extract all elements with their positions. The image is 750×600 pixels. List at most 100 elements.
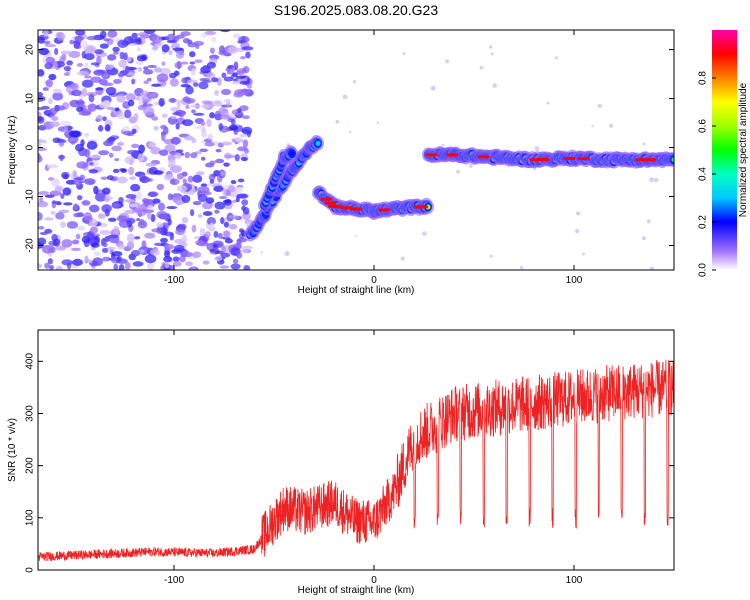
heatmap-noise-blob bbox=[192, 251, 202, 259]
heatmap-noise-blob bbox=[49, 121, 60, 128]
heatmap-noise-blob bbox=[151, 35, 162, 45]
heatmap-noise-blob bbox=[223, 221, 230, 228]
heatmap-noise-blob bbox=[161, 44, 170, 53]
heatmap-noise-blob bbox=[129, 176, 137, 181]
heatmap-speckle bbox=[376, 121, 380, 124]
heatmap-noise-blob bbox=[73, 40, 81, 49]
heatmap-noise-blob bbox=[174, 62, 183, 69]
heatmap-y-tick-label: -20 bbox=[25, 238, 36, 253]
heatmap-noise-blob bbox=[150, 146, 161, 155]
heatmap-noise-blob bbox=[103, 242, 108, 248]
heatmap-noise-blob bbox=[50, 178, 61, 187]
heatmap-noise-blob bbox=[99, 229, 111, 235]
heatmap-noise-blob bbox=[176, 99, 181, 108]
heatmap-hotspot bbox=[350, 207, 363, 211]
heatmap-noise-blob bbox=[144, 232, 156, 239]
heatmap-noise-blob bbox=[50, 210, 56, 216]
heatmap-noise-blob bbox=[126, 233, 135, 243]
heatmap-noise-blob bbox=[60, 120, 72, 126]
heatmap-noise-blob bbox=[185, 98, 196, 104]
heatmap-speckle bbox=[342, 94, 348, 100]
heatmap-noise-blob bbox=[189, 61, 196, 65]
heatmap-noise-blob bbox=[39, 231, 48, 236]
heatmap-noise-blob bbox=[89, 218, 99, 227]
heatmap-noise-blob bbox=[229, 223, 238, 230]
heatmap-noise-blob bbox=[147, 263, 154, 270]
heatmap-noise-blob bbox=[141, 198, 149, 204]
heatmap-noise-blob bbox=[201, 156, 206, 161]
heatmap-speckle bbox=[479, 65, 484, 70]
heatmap-noise-blob bbox=[76, 194, 83, 201]
heatmap-noise-blob bbox=[148, 92, 157, 99]
heatmap-noise-blob bbox=[136, 217, 141, 222]
heatmap-noise-blob bbox=[102, 116, 107, 122]
heatmap-hotspot bbox=[577, 157, 590, 161]
heatmap-noise-blob bbox=[116, 114, 127, 119]
heatmap-noise-blob bbox=[38, 147, 48, 151]
colorbar-tick-label: 0.2 bbox=[698, 215, 709, 229]
snr-x-label: Height of straight line (km) bbox=[298, 585, 415, 596]
heatmap-noise-blob bbox=[242, 139, 249, 148]
heatmap-noise-blob bbox=[117, 39, 129, 49]
heatmap-noise-blob bbox=[112, 168, 120, 174]
heatmap-noise-blob bbox=[148, 141, 157, 148]
heatmap-noise-blob bbox=[125, 217, 136, 225]
heatmap-noise-blob bbox=[113, 263, 119, 270]
heatmap-noise-blob bbox=[48, 108, 58, 116]
heatmap-noise-blob bbox=[211, 36, 217, 43]
heatmap-noise-blob bbox=[133, 37, 142, 42]
heatmap-noise-blob bbox=[44, 262, 50, 269]
heatmap-noise-blob bbox=[107, 246, 116, 251]
heatmap-noise-blob bbox=[38, 36, 45, 44]
heatmap-y-tick-label: -10 bbox=[25, 189, 36, 204]
heatmap-noise-blob bbox=[112, 46, 120, 53]
heatmap-x-tick-label: 0 bbox=[371, 275, 377, 286]
heatmap-noise-blob bbox=[66, 60, 73, 66]
snr-y-tick-label: 300 bbox=[25, 405, 36, 422]
heatmap-noise-blob bbox=[137, 67, 143, 72]
heatmap-noise-blob bbox=[222, 188, 227, 197]
snr-plot-area bbox=[38, 359, 674, 562]
heatmap-noise-blob bbox=[127, 72, 136, 76]
heatmap-speckle bbox=[649, 266, 655, 270]
heatmap-speckle bbox=[608, 123, 614, 128]
heatmap-noise-blob bbox=[38, 153, 42, 163]
heatmap-noise-blob bbox=[38, 190, 49, 196]
heatmap-noise-blob bbox=[55, 265, 63, 270]
heatmap-noise-blob bbox=[74, 143, 85, 152]
heatmap-noise-blob bbox=[227, 65, 234, 69]
heatmap-noise-blob bbox=[130, 249, 141, 257]
heatmap-noise-blob bbox=[38, 116, 45, 124]
heatmap-noise-blob bbox=[90, 76, 102, 83]
heatmap-noise-blob bbox=[246, 84, 253, 89]
heatmap-noise-blob bbox=[147, 64, 157, 69]
heatmap-noise-blob bbox=[161, 132, 166, 142]
heatmap-noise-blob bbox=[194, 125, 205, 129]
heatmap-noise-blob bbox=[52, 238, 61, 247]
heatmap-noise-blob bbox=[237, 178, 245, 183]
heatmap-noise-blob bbox=[141, 240, 147, 250]
heatmap-noise-blob bbox=[90, 62, 100, 66]
heatmap-noise-blob bbox=[237, 89, 250, 95]
heatmap-y-label: Frequency (Hz) bbox=[7, 116, 18, 185]
heatmap-noise-blob bbox=[124, 261, 131, 270]
heatmap-noise-blob bbox=[184, 151, 191, 159]
heatmap-noise-blob bbox=[70, 247, 81, 252]
heatmap-noise-blob bbox=[191, 68, 196, 76]
heatmap-noise-blob bbox=[73, 179, 82, 186]
heatmap-noise-blob bbox=[126, 241, 135, 250]
heatmap-noise-blob bbox=[159, 67, 171, 76]
heatmap-noise-blob bbox=[172, 256, 180, 262]
heatmap-noise-blob bbox=[189, 51, 196, 58]
heatmap-noise-blob bbox=[219, 30, 231, 33]
heatmap-noise-blob bbox=[73, 203, 79, 211]
heatmap-noise-blob bbox=[189, 209, 195, 217]
heatmap-speckle bbox=[422, 231, 427, 236]
heatmap-noise-blob bbox=[204, 141, 215, 147]
heatmap-noise-blob bbox=[182, 251, 194, 258]
heatmap-hotspot bbox=[644, 158, 657, 162]
heatmap-noise-blob bbox=[38, 69, 45, 77]
heatmap-noise-blob bbox=[190, 152, 198, 159]
heatmap-noise-blob bbox=[223, 230, 231, 238]
heatmap-noise-blob bbox=[201, 133, 208, 138]
